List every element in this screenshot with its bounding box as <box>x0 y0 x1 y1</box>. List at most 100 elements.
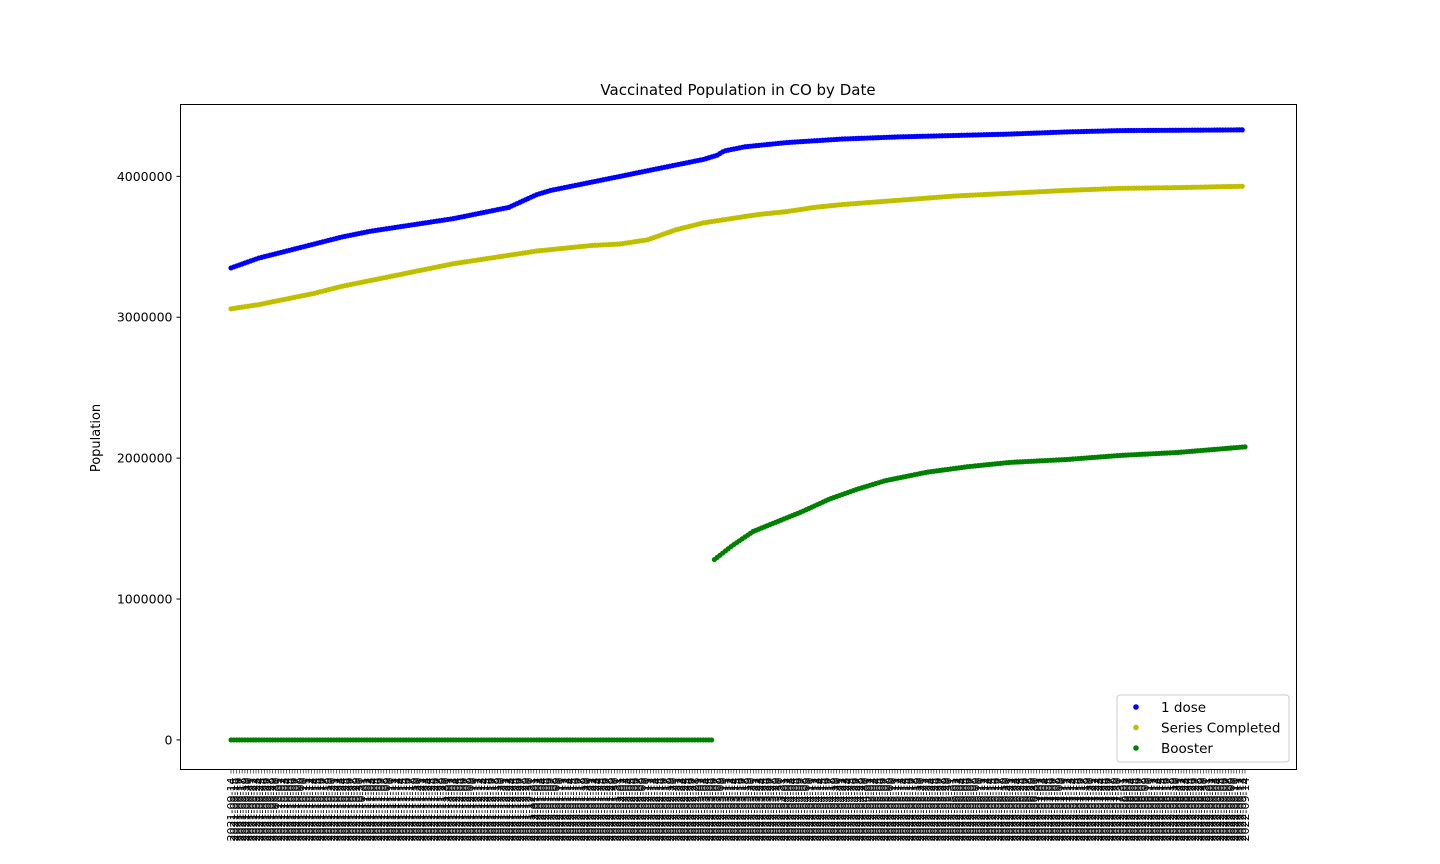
x-tick-label: 2022-05-01 <box>861 778 874 842</box>
x-tick-label: 2021-10-07 <box>289 778 302 842</box>
x-tick-label: 2021-11-27 <box>431 778 444 842</box>
series-booster <box>228 444 1248 743</box>
x-tick-label: 2022-05-22 <box>920 778 933 842</box>
x-tick-label: 2022-08-15 <box>1156 778 1169 842</box>
x-tick-label: 2022-05-23 <box>922 778 935 842</box>
x-tick-label: 2021-12-21 <box>497 778 510 842</box>
x-tick-label: 2022-05-27 <box>933 778 946 842</box>
x-tick-label: 2021-11-20 <box>411 778 424 842</box>
x-tick-label: 2022-03-25 <box>758 778 771 842</box>
x-tick-label: 2022-02-13 <box>647 778 660 842</box>
x-tick-label: 2022-09-03 <box>1208 778 1221 842</box>
x-tick-label: 2021-09-24 <box>253 778 266 842</box>
legend-box <box>1116 694 1290 763</box>
x-tick-label: 2021-10-03 <box>278 778 291 842</box>
x-tick-label: 2021-11-24 <box>422 778 435 842</box>
x-tick-label: 2022-01-02 <box>531 778 544 842</box>
x-tick-label: 2022-06-23 <box>1008 778 1021 842</box>
x-tick-label: 2022-05-14 <box>897 778 910 842</box>
x-tick-label: 2022-07-29 <box>1108 778 1121 842</box>
x-tick-label: 2022-07-22 <box>1089 778 1102 842</box>
x-tick-label: 2022-07-27 <box>1103 778 1116 842</box>
x-tick-label: 2022-07-02 <box>1033 778 1046 842</box>
x-tick-label: 2022-01-11 <box>556 778 569 842</box>
x-tick-label: 2021-09-22 <box>247 778 260 842</box>
x-tick-label: 2022-01-24 <box>592 778 605 842</box>
x-tick-label: 2022-09-13 <box>1236 778 1249 842</box>
x-tick-label: 2021-11-11 <box>386 778 399 842</box>
x-tick-label: 2022-05-31 <box>945 778 958 842</box>
x-tick-label: 2022-04-25 <box>845 778 858 842</box>
x-tick-label: 2022-08-25 <box>1183 778 1196 842</box>
x-tick-label: 2022-02-01 <box>614 778 627 842</box>
x-tick-label: 2022-03-23 <box>753 778 766 842</box>
x-tick-label: 2021-10-12 <box>303 778 316 842</box>
x-tick-label: 2022-09-14 <box>1239 778 1252 842</box>
x-tick-label: 2022-07-30 <box>1111 778 1124 842</box>
x-tick-label: 2021-12-22 <box>500 778 513 842</box>
x-tick-label: 2022-03-15 <box>731 778 744 842</box>
x-tick-label: 2022-01-13 <box>561 778 574 842</box>
x-tick-label: 2022-06-12 <box>978 778 991 842</box>
x-tick-label: 2022-05-28 <box>936 778 949 842</box>
x-tick-label: 2022-01-04 <box>536 778 549 842</box>
x-tick-label: 2021-09-30 <box>269 778 282 842</box>
x-tick-label: 2022-06-28 <box>1022 778 1035 842</box>
x-tick-label: 2022-03-17 <box>736 778 749 842</box>
x-tick-label: 2021-11-01 <box>358 778 371 842</box>
x-tick-label: 2022-01-07 <box>544 778 557 842</box>
x-tick-label: 2022-07-17 <box>1075 778 1088 842</box>
x-tick-label: 2021-09-15 <box>228 778 241 842</box>
x-tick-label: 2022-08-11 <box>1145 778 1158 842</box>
x-tick-label: 2022-08-01 <box>1117 778 1130 842</box>
x-tick-label: 2022-04-29 <box>856 778 869 842</box>
x-tick-label: 2022-09-01 <box>1203 778 1216 842</box>
x-tick-label: 2022-04-01 <box>778 778 791 842</box>
x-tick-label: 2022-07-04 <box>1039 778 1052 842</box>
x-tick-label: 2022-03-27 <box>764 778 777 842</box>
x-tick-label: 2021-10-11 <box>300 778 313 842</box>
x-tick-label: 2022-04-06 <box>792 778 805 842</box>
x-tick-label: 2022-06-25 <box>1014 778 1027 842</box>
x-tick-label: 2022-05-09 <box>883 778 896 842</box>
x-tick-label: 2022-06-29 <box>1025 778 1038 842</box>
x-tick-label: 2021-12-26 <box>511 778 524 842</box>
x-tick-label: 2022-04-21 <box>833 778 846 842</box>
x-tick-label: 2022-05-30 <box>942 778 955 842</box>
x-tick-label: 2021-11-08 <box>378 778 391 842</box>
x-tick-label: 2022-02-26 <box>683 778 696 842</box>
series-1-dose <box>228 127 1245 271</box>
x-tick-label: 2021-11-29 <box>436 778 449 842</box>
x-tick-label: 2022-08-04 <box>1125 778 1138 842</box>
x-tick-label: 2022-07-21 <box>1086 778 1099 842</box>
x-tick-label: 2022-01-03 <box>533 778 546 842</box>
x-tick-label: 2021-11-15 <box>397 778 410 842</box>
x-tick-label: 2022-05-18 <box>908 778 921 842</box>
x-tick-label: 2022-06-27 <box>1020 778 1033 842</box>
x-tick-label: 2022-08-08 <box>1136 778 1149 842</box>
x-tick-label: 2021-10-20 <box>325 778 338 842</box>
x-tick-label: 2022-04-15 <box>817 778 830 842</box>
x-tick-label: 2022-08-07 <box>1133 778 1146 842</box>
x-tick-label: 2022-01-15 <box>567 778 580 842</box>
x-tick-label: 2022-07-11 <box>1058 778 1071 842</box>
data-points <box>228 127 1248 743</box>
x-tick-label: 2022-03-16 <box>733 778 746 842</box>
x-tick-label: 2021-12-12 <box>472 778 485 842</box>
x-tick-label: 2022-06-21 <box>1003 778 1016 842</box>
x-tick-label: 2022-04-22 <box>836 778 849 842</box>
x-tick-label: 2021-12-07 <box>458 778 471 842</box>
x-tick-label: 2022-06-05 <box>958 778 971 842</box>
x-tick-label: 2022-04-11 <box>806 778 819 842</box>
x-tick-label: 2022-05-02 <box>864 778 877 842</box>
x-tick-label: 2022-01-30 <box>608 778 621 842</box>
x-tick-label: 2022-02-28 <box>689 778 702 842</box>
x-tick-label: 2022-07-23 <box>1092 778 1105 842</box>
x-tick-label: 2022-09-04 <box>1211 778 1224 842</box>
x-tick-label: 2021-12-13 <box>475 778 488 842</box>
x-tick-label: 2021-12-09 <box>464 778 477 842</box>
x-tick-label: 2021-12-05 <box>453 778 466 842</box>
x-tick-label: 2022-02-02 <box>617 778 630 842</box>
x-tick-label: 2021-09-26 <box>258 778 271 842</box>
